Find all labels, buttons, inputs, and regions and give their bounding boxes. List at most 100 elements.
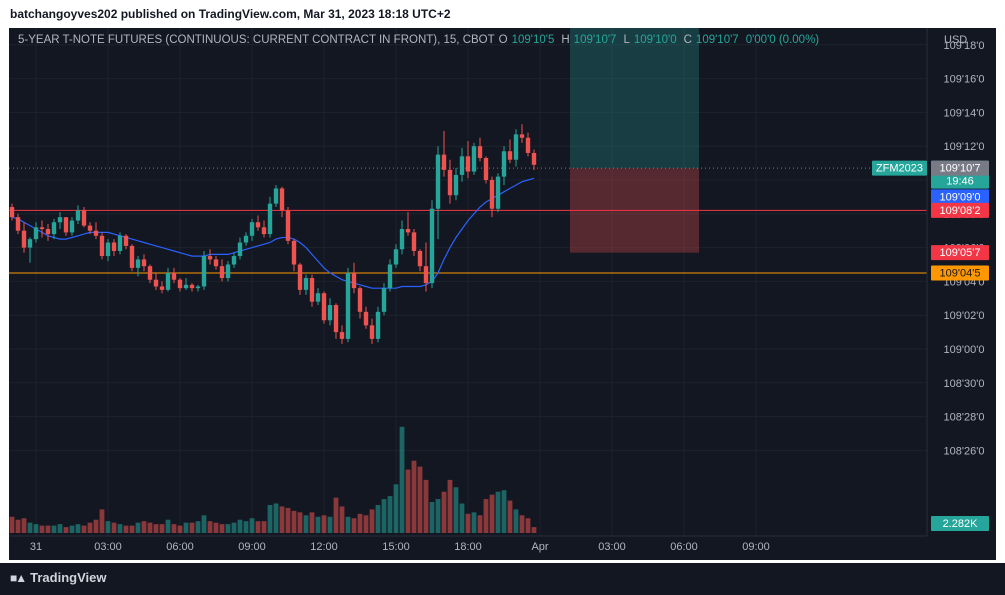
volume-bar xyxy=(507,500,513,533)
candle-body xyxy=(339,332,345,339)
candle xyxy=(177,278,183,292)
candle-body xyxy=(375,311,381,339)
volume-bar xyxy=(297,512,303,533)
volume-bar xyxy=(165,519,171,533)
horizontal-lines xyxy=(9,167,927,274)
volume-bar xyxy=(177,525,183,533)
candle-body xyxy=(141,259,147,267)
candle xyxy=(69,217,75,236)
candle xyxy=(393,244,399,268)
time-tick-label: 15:00 xyxy=(382,541,410,553)
candle-body xyxy=(69,220,75,233)
volume-bar xyxy=(429,502,435,533)
candle-body xyxy=(351,272,357,289)
candle xyxy=(477,137,483,162)
candle-body xyxy=(261,227,267,235)
price-tick-label: 109'02'0 xyxy=(944,310,985,322)
candle-body xyxy=(27,239,33,248)
currency-label[interactable]: USD xyxy=(944,34,968,46)
volume-bar xyxy=(513,509,519,533)
candle xyxy=(45,223,51,241)
volume-bar xyxy=(135,522,141,533)
volume-bar xyxy=(357,513,363,533)
candle-body xyxy=(309,278,315,302)
candle xyxy=(285,207,291,245)
volume-bar xyxy=(147,522,153,533)
symbol-legend[interactable]: 5-YEAR T-NOTE FUTURES (CONTINUOUS: CURRE… xyxy=(18,34,822,46)
candle xyxy=(357,286,363,319)
candle xyxy=(99,232,105,260)
volume-bar xyxy=(351,518,357,533)
candle-body xyxy=(483,158,489,180)
volume-bar xyxy=(291,510,297,533)
price-tick-label: 109'18'0 xyxy=(944,40,985,52)
volume-bar xyxy=(21,518,27,533)
legend-close: 109'10'7 xyxy=(695,34,739,46)
candle xyxy=(495,173,501,213)
volume-bar xyxy=(225,524,231,533)
candle xyxy=(129,244,135,272)
volume-bar xyxy=(471,512,477,533)
last-price-label-countdown: 19:46 xyxy=(946,176,974,188)
candle xyxy=(291,239,297,272)
candle xyxy=(9,203,15,221)
price-tick-label: 109'12'0 xyxy=(944,141,985,153)
profit-zone xyxy=(570,28,699,169)
candle xyxy=(441,130,447,177)
candle-body xyxy=(123,235,129,246)
candle-body xyxy=(39,227,45,230)
candle xyxy=(471,142,477,175)
red-line-label-bg xyxy=(931,202,989,218)
moving-average-line xyxy=(11,177,535,289)
volume-bar xyxy=(81,525,87,533)
legend-title: 5-YEAR T-NOTE FUTURES (CONTINUOUS: CURRE… xyxy=(18,34,495,46)
candle xyxy=(183,278,189,290)
candle xyxy=(159,281,165,294)
candle xyxy=(219,259,225,282)
candle-body xyxy=(273,188,279,204)
candle xyxy=(531,149,537,170)
candle xyxy=(231,252,237,268)
candle-body xyxy=(171,272,177,280)
chart-svg[interactable]: 109'20'0109'18'0109'16'0109'14'0109'12'0… xyxy=(9,28,996,560)
candle-body xyxy=(159,286,165,290)
candle xyxy=(507,139,513,164)
candle xyxy=(513,129,519,167)
candle xyxy=(525,132,531,157)
volume-bar xyxy=(459,503,465,533)
candle-body xyxy=(381,288,387,312)
candle-body xyxy=(453,174,459,196)
candle xyxy=(39,220,45,238)
candle xyxy=(489,176,495,218)
volume-bar xyxy=(465,513,471,533)
moving-average xyxy=(11,177,535,289)
chart-pane[interactable]: 109'20'0109'18'0109'16'0109'14'0109'12'0… xyxy=(9,28,996,560)
tradingview-logo[interactable]: ■▲ TradingView xyxy=(10,570,106,585)
volume-bar xyxy=(309,512,315,533)
publisher-bar: batchangoyves202 published on TradingVie… xyxy=(0,0,1005,28)
legend-low: 109'10'0 xyxy=(633,34,677,46)
candle-body xyxy=(207,256,213,260)
long-position-tool xyxy=(570,28,699,253)
candle xyxy=(333,303,339,339)
candle-body xyxy=(279,188,285,211)
candle-body xyxy=(423,266,429,284)
candle-body xyxy=(459,156,465,175)
candle xyxy=(297,262,303,295)
legend-open-label: O xyxy=(498,34,508,46)
candle-body xyxy=(9,207,15,218)
volume-bar xyxy=(447,479,453,533)
entry-label-bg xyxy=(931,160,989,176)
candle xyxy=(321,291,327,324)
candle-body xyxy=(237,242,243,257)
candle-body xyxy=(165,272,171,290)
candle-body xyxy=(195,286,201,289)
ma-label-bg xyxy=(931,189,989,205)
candle xyxy=(387,259,393,292)
candle-body xyxy=(345,272,351,339)
candle xyxy=(279,186,285,218)
candle xyxy=(405,212,411,236)
candle xyxy=(453,168,459,201)
volume-bar xyxy=(39,525,45,533)
candle xyxy=(117,232,123,255)
